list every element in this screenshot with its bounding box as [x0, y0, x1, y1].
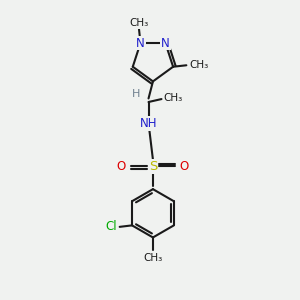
Text: CH₃: CH₃ — [143, 253, 163, 263]
Text: CH₃: CH₃ — [189, 60, 208, 70]
Text: N: N — [136, 37, 145, 50]
Text: H: H — [132, 89, 140, 99]
Text: O: O — [180, 160, 189, 173]
Text: NH: NH — [140, 117, 157, 130]
Text: CH₃: CH₃ — [164, 93, 183, 103]
Text: S: S — [149, 160, 157, 173]
Text: CH₃: CH₃ — [129, 18, 148, 28]
Text: N: N — [161, 37, 170, 50]
Text: Cl: Cl — [105, 220, 117, 233]
Text: O: O — [117, 160, 126, 173]
